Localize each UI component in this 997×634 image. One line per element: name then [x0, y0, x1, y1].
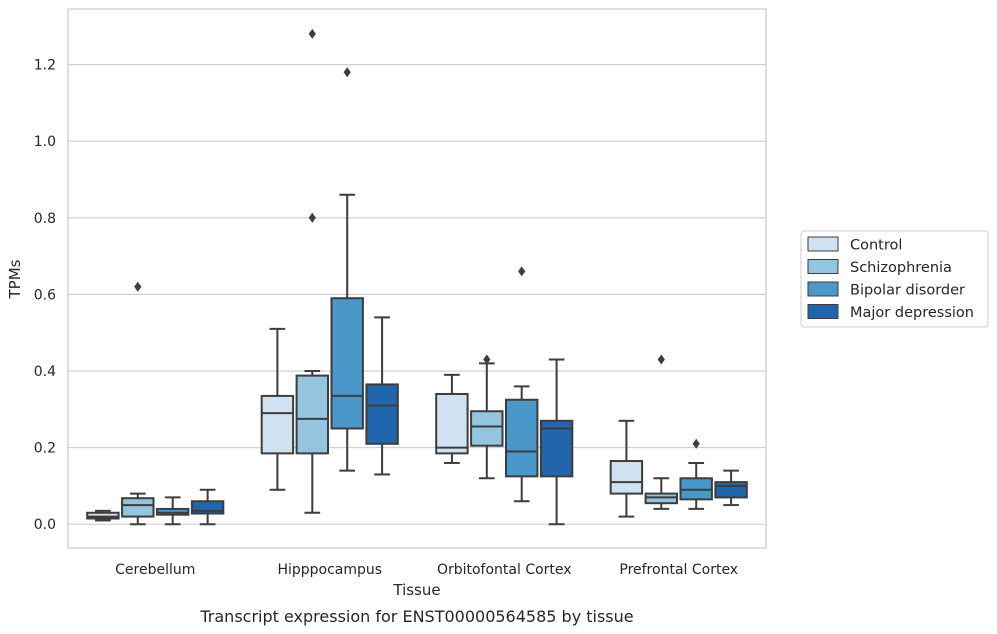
box-control-hipppocampus — [260, 327, 295, 491]
x-tick-label: Orbitofontal Cortex — [437, 562, 572, 578]
box-iqr — [470, 410, 504, 447]
box-iqr — [330, 297, 364, 430]
box-iqr — [121, 497, 155, 518]
legend: Control Schizophrenia Bipolar disorder Majo… — [800, 230, 989, 328]
box-bipolar-disorder-cerebellum — [155, 496, 190, 526]
box-bipolar-disorder-prefrontal-cortex — [679, 438, 713, 510]
box-schizophrenia-hipppocampus — [295, 28, 330, 514]
outlier-point — [308, 212, 316, 223]
legend-label: Control — [850, 238, 902, 254]
x-axis-label: Tissue — [392, 581, 440, 599]
y-tick-label: 0.0 — [34, 517, 56, 533]
box-major-depression-orbitofontal-cortex — [539, 358, 574, 526]
y-tick-label: 1.2 — [34, 58, 56, 74]
box-iqr — [260, 394, 295, 455]
legend-label: Schizophrenia — [850, 260, 952, 276]
box-iqr — [365, 383, 399, 445]
outlier-point — [657, 354, 665, 365]
box-schizophrenia-orbitofontal-cortex — [470, 354, 504, 480]
box-major-depression-hipppocampus — [365, 316, 399, 476]
y-tick-label: 0.8 — [34, 211, 56, 227]
x-tick-label: Prefrontal Cortex — [619, 562, 738, 578]
legend-item-control: Control — [807, 236, 902, 254]
y-tick-label: 0.2 — [34, 441, 56, 457]
y-axis-label: TPMs — [6, 259, 24, 299]
box-schizophrenia-prefrontal-cortex — [644, 354, 679, 510]
box-iqr — [435, 393, 469, 455]
grid-lines — [68, 63, 766, 525]
outlier-point — [518, 266, 526, 277]
legend-swatch — [807, 304, 839, 319]
legend-item-schizophrenia: Schizophrenia — [807, 259, 952, 276]
box-iqr — [609, 460, 644, 495]
outlier-point — [692, 438, 700, 449]
outlier-point — [343, 67, 351, 78]
x-tick-label: Cerebellum — [115, 562, 195, 578]
x-tick-label: Hipppocampus — [277, 562, 382, 578]
legend-item-major-depression: Major depression — [807, 304, 974, 321]
y-tick-label: 0.4 — [34, 364, 56, 380]
box-iqr — [295, 374, 330, 455]
box-major-depression-prefrontal-cortex — [714, 469, 748, 507]
legend-frame — [800, 230, 989, 328]
box-iqr — [504, 398, 539, 478]
outlier-point — [483, 354, 491, 365]
box-bipolar-disorder-hipppocampus — [330, 67, 364, 472]
box-control-prefrontal-cortex — [609, 419, 644, 518]
chart-caption: Transcript expression for ENST0000056458… — [199, 607, 633, 626]
box-control-cerebellum — [86, 509, 120, 522]
box-major-depression-cerebellum — [190, 488, 225, 526]
y-tick-labels: 0.0 0.2 0.4 0.6 0.8 1.0 1.2 — [34, 58, 56, 534]
box-control-orbitofontal-cortex — [435, 373, 469, 464]
legend-swatch — [807, 236, 839, 252]
legend-label: Bipolar disorder — [850, 283, 965, 299]
box-iqr — [539, 419, 574, 478]
x-tick-labels: Cerebellum Hipppocampus Orbitofontal Corte… — [115, 562, 738, 578]
box-bipolar-disorder-orbitofontal-cortex — [504, 266, 539, 503]
outlier-point — [308, 28, 316, 39]
legend-item-bipolar-disorder: Bipolar disorder — [807, 281, 965, 299]
legend-swatch — [807, 259, 839, 274]
plot-area-frame — [67, 8, 767, 549]
y-tick-label: 0.6 — [34, 287, 56, 303]
y-tick-label: 1.0 — [34, 134, 56, 150]
outlier-point — [134, 281, 142, 292]
legend-label: Major depression — [850, 305, 974, 321]
boxes — [86, 28, 748, 526]
box-schizophrenia-cerebellum — [121, 281, 155, 526]
legend-swatch — [807, 281, 839, 297]
box-iqr — [714, 481, 748, 499]
